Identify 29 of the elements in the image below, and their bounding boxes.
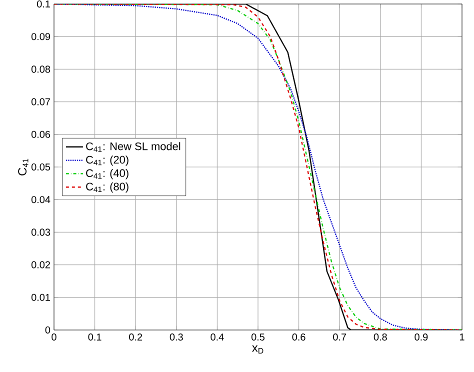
y-tick-label: 0.04 bbox=[31, 196, 50, 204]
y-tick-label: 0 bbox=[45, 326, 50, 334]
y-tick-label: 0.01 bbox=[31, 294, 50, 301]
x-tick-label: 0.4 bbox=[210, 334, 224, 341]
y-tick-label: 0.08 bbox=[31, 66, 50, 73]
line-series bbox=[54, 4, 462, 330]
x-tick-label: 0.8 bbox=[374, 334, 387, 341]
x-tick-label: 0.1 bbox=[88, 334, 102, 341]
y-tick-label: 0.02 bbox=[31, 261, 50, 268]
y-tick-label: 0.05 bbox=[31, 163, 50, 171]
legend-label: C$_{41}$: (40) bbox=[86, 168, 128, 180]
x-tick-label: 0.2 bbox=[129, 334, 142, 341]
y-tick-label: 0.06 bbox=[31, 130, 50, 138]
x-axis-title: x$_{D}$ bbox=[252, 345, 264, 354]
x-tick-label: 0.9 bbox=[414, 334, 428, 341]
x-tick-label: 0.7 bbox=[333, 334, 346, 341]
y-tick-label: 0.07 bbox=[31, 98, 50, 106]
legend-label: C$_{41}$: (80) bbox=[86, 182, 128, 193]
x-tick-label: 1 bbox=[460, 334, 464, 340]
legend-label: C$_{41}$: (20) bbox=[86, 156, 128, 166]
x-tick-label: 0.5 bbox=[251, 334, 265, 341]
y-tick-label: 0.03 bbox=[31, 228, 50, 236]
x-tick-label: 0.3 bbox=[170, 334, 183, 341]
y-tick-label: 0.1 bbox=[37, 0, 50, 8]
y-axis-title: C$_{41}$ bbox=[18, 158, 28, 176]
y-tick-label: 0.09 bbox=[31, 33, 50, 40]
legend-label: C$_{41}$: New SL model bbox=[86, 142, 180, 152]
x-tick-label: 0.6 bbox=[292, 334, 306, 341]
x-tick-label: 0 bbox=[52, 334, 56, 341]
